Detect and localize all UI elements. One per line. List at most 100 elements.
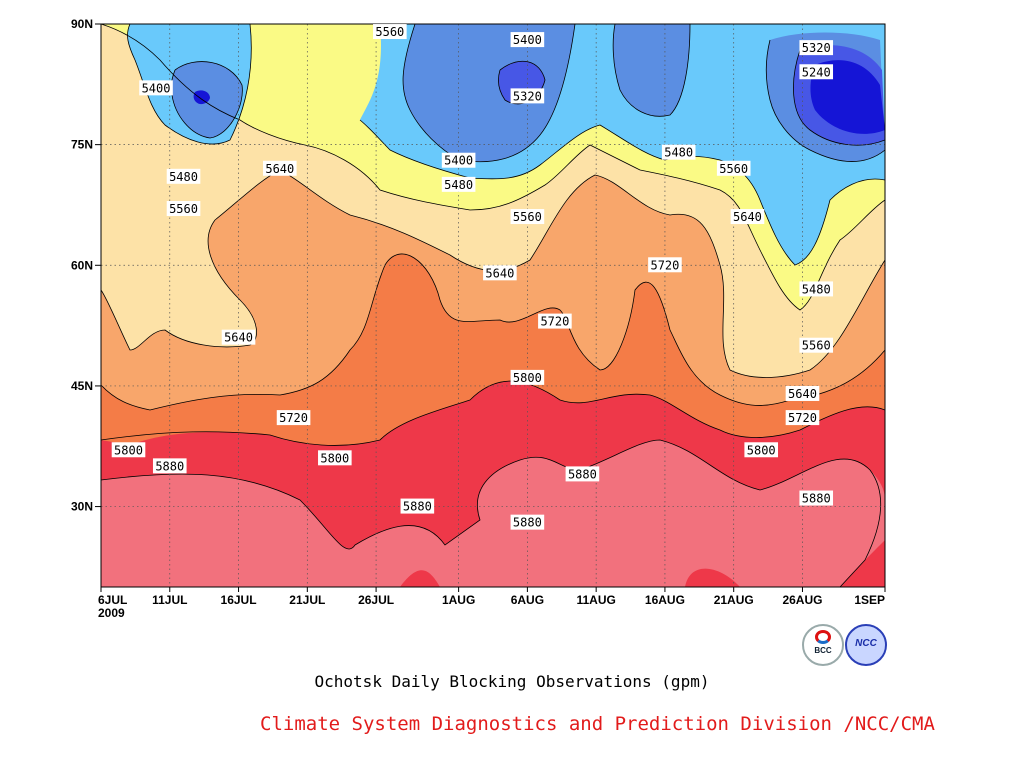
contour-label: 5800 bbox=[513, 371, 542, 385]
contour-label: 5400 bbox=[142, 81, 171, 95]
contour-label: 5320 bbox=[802, 41, 831, 55]
x-tick-label: 1SEP bbox=[854, 593, 885, 607]
grid-lines bbox=[101, 24, 885, 587]
contour-label: 5400 bbox=[513, 33, 542, 47]
contour-line-5400-mid bbox=[612, 24, 691, 117]
contour-label: 5880 bbox=[403, 500, 432, 514]
y-axis: 90N 75N 60N 45N 30N bbox=[71, 17, 101, 514]
ncc-logo-text: NCC bbox=[855, 638, 877, 649]
contour-label-box bbox=[799, 40, 834, 56]
contour-label: 5800 bbox=[320, 451, 349, 465]
contour-label-box bbox=[648, 257, 682, 273]
contour-label: 5720 bbox=[650, 258, 679, 272]
contour-line-5880-low bbox=[101, 439, 882, 587]
contour-label: 5640 bbox=[733, 210, 762, 224]
y-tick-label: 90N bbox=[71, 17, 93, 31]
contour-line-5240 bbox=[793, 49, 885, 146]
contour-labels: 5400 5480 5560 5640 5640 5720 5800 5880 5800 5560… bbox=[111, 24, 834, 530]
contour-label: 5480 bbox=[664, 146, 693, 160]
contour-label: 5560 bbox=[169, 202, 198, 216]
contour-label: 5880 bbox=[513, 516, 542, 530]
chart-title: Ochotsk Daily Blocking Observations (gpm… bbox=[314, 672, 710, 691]
contour-label: 5320 bbox=[513, 89, 542, 103]
contour-label-box bbox=[730, 209, 765, 225]
contour-label-box bbox=[799, 281, 834, 297]
contour-label-box bbox=[276, 410, 311, 426]
y-tick-label: 30N bbox=[71, 500, 93, 514]
contour-line-5640 bbox=[101, 169, 885, 378]
contour-label: 5880 bbox=[568, 467, 597, 481]
contour-label: 5800 bbox=[114, 443, 143, 457]
contour-label-box bbox=[510, 88, 545, 104]
contour-label-box bbox=[510, 514, 545, 530]
contour-label: 5640 bbox=[224, 331, 253, 345]
contour-label-box bbox=[661, 144, 696, 160]
contour-line-5800 bbox=[101, 380, 885, 446]
contour-label: 5880 bbox=[155, 459, 184, 473]
contour-label: 5560 bbox=[719, 162, 748, 176]
contour-label-box bbox=[510, 209, 545, 225]
contour-label: 5480 bbox=[444, 178, 473, 192]
x-tick-label: 16AUG bbox=[645, 593, 685, 607]
contour-label-box bbox=[744, 442, 779, 458]
y-tick-label: 45N bbox=[71, 379, 93, 393]
contour-label-box bbox=[799, 64, 834, 80]
x-tick-label: 6AUG bbox=[511, 593, 544, 607]
contour-label-box bbox=[166, 200, 201, 216]
bcc-logo: BCC bbox=[802, 624, 844, 666]
contour-label-box bbox=[166, 168, 201, 184]
x-tick-label: 21AUG bbox=[714, 593, 754, 607]
contour-label: 5800 bbox=[747, 443, 776, 457]
contour-line-5320 bbox=[765, 39, 885, 162]
y-tick-label: 60N bbox=[71, 258, 93, 272]
contour-label-box bbox=[538, 313, 572, 329]
credit-line: Climate System Diagnostics and Predictio… bbox=[260, 713, 935, 735]
y-tick-label: 75N bbox=[71, 138, 93, 152]
x-tick-label: 1AUG bbox=[442, 593, 475, 607]
contour-label-box bbox=[799, 490, 834, 506]
contour-label: 5560 bbox=[802, 339, 831, 353]
band-5240-5320 bbox=[498, 45, 885, 146]
contour-label-box bbox=[152, 458, 187, 474]
contour-label-box bbox=[510, 369, 545, 385]
contour-label: 5640 bbox=[265, 162, 294, 176]
contour-label: 5640 bbox=[485, 266, 514, 280]
x-year-label: 2009 bbox=[98, 606, 125, 620]
contour-label-box bbox=[139, 80, 173, 96]
x-tick-label: 11JUL bbox=[152, 593, 187, 607]
contour-label-box bbox=[441, 152, 476, 168]
contour-label-box bbox=[510, 32, 545, 48]
contour-label-box bbox=[111, 442, 146, 458]
contour-label-box bbox=[263, 160, 297, 176]
contour-line-5560 bbox=[101, 24, 885, 311]
contour-label: 5640 bbox=[788, 387, 817, 401]
x-tick-label: 6JUL bbox=[98, 593, 127, 607]
contour-bands bbox=[101, 24, 885, 587]
contour-label: 5240 bbox=[802, 65, 831, 79]
ncc-logo: NCC bbox=[845, 624, 887, 666]
contour-label-box bbox=[785, 385, 820, 401]
contour-label: 5720 bbox=[279, 411, 308, 425]
contour-label-box bbox=[785, 410, 820, 426]
x-axis: 6JUL 11JUL 16JUL 21JUL 26JUL 1AUG 6AUG 11AUG 16A… bbox=[98, 587, 886, 620]
bcc-emblem-icon bbox=[815, 630, 831, 644]
contour-label-box bbox=[400, 498, 435, 514]
bcc-logo-text: BCC bbox=[814, 646, 832, 655]
x-tick-label: 21JUL bbox=[289, 593, 325, 607]
contour-lines bbox=[101, 24, 885, 587]
contour-label: 5560 bbox=[375, 25, 404, 39]
contour-label: 5880 bbox=[802, 492, 831, 506]
contour-label-box bbox=[441, 176, 476, 192]
contour-line-5720 bbox=[101, 253, 885, 411]
contour-label-box bbox=[483, 265, 517, 281]
x-tick-label: 26AUG bbox=[782, 593, 822, 607]
contour-label-box bbox=[318, 450, 352, 466]
contour-label: 5560 bbox=[513, 210, 542, 224]
contour-label-box bbox=[565, 466, 600, 482]
contour-line-5480-west bbox=[127, 24, 252, 145]
contour-label-box bbox=[373, 24, 407, 40]
contour-label-box bbox=[221, 329, 256, 345]
contour-label: 5480 bbox=[169, 170, 198, 184]
contour-label: 5720 bbox=[540, 315, 569, 329]
